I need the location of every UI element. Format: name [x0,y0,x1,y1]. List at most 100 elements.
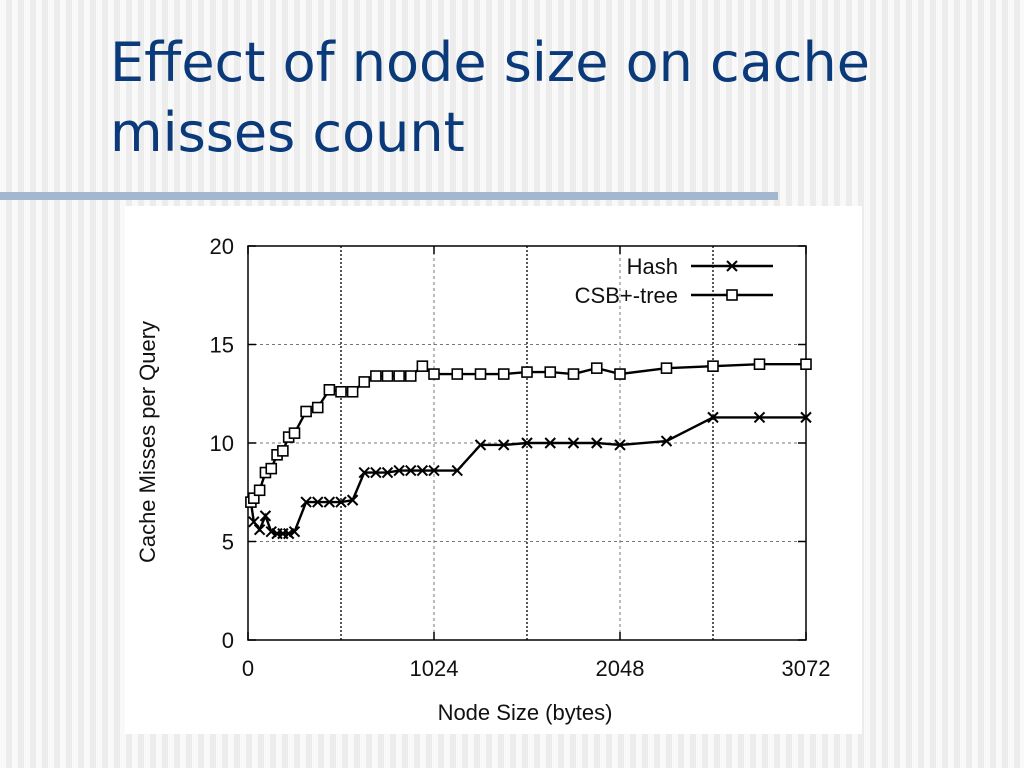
data-point-hash [300,496,312,508]
data-point-csb-tree [451,368,464,380]
data-point-csb-tree [660,362,673,374]
marker-stroke [300,496,312,508]
data-point-csb-tree [707,360,719,372]
data-point-csb-tree [265,462,278,475]
data-point-csb-tree [567,368,580,380]
marker-stroke [393,464,405,477]
data-point-hash [381,466,394,479]
data-point-hash [259,510,272,522]
data-point-csb-tree [311,401,324,414]
marker-stroke [259,510,272,522]
marker-stroke [358,466,370,479]
y-tick-label: 0 [222,628,234,653]
data-point-hash [614,439,626,451]
data-point-hash [312,496,324,508]
y-tick-label: 20 [210,234,234,259]
data-point-csb-tree [521,366,533,378]
x-tick-label: 0 [242,656,254,681]
marker-stroke [800,411,812,424]
marker-stroke [248,516,260,528]
data-point-hash [335,496,347,508]
marker-stroke [753,411,766,424]
x-axis-title: Node Size (bytes) [438,700,613,725]
marker-stroke [335,496,347,508]
marker-stroke [265,525,277,538]
data-point-csb-tree [753,358,766,370]
y-tick-label: 15 [210,333,234,358]
data-point-hash [498,439,510,451]
data-point-hash [428,464,440,477]
data-point-hash [660,435,673,447]
series-layer [245,358,812,540]
data-point-csb-tree [590,362,603,374]
y-tick-label: 10 [210,431,234,456]
data-point-csb-tree [800,358,812,370]
data-point-hash [370,466,382,479]
data-point-hash [346,494,359,506]
data-point-hash [567,437,580,449]
marker-stroke [405,464,417,477]
y-axis-title: Cache Misses per Query [135,321,160,563]
data-point-hash [405,464,417,477]
data-point-csb-tree [497,368,510,380]
data-point-hash [393,464,405,477]
marker-stroke [416,464,429,477]
line-chart: 0 5 10 15 20 0 1024 2048 3072 Hash CSB+-tree Node… [135,234,831,725]
marker-stroke [660,435,673,447]
data-point-hash [544,437,556,449]
data-point-csb-tree [358,376,371,388]
series-line-hash [249,416,806,535]
marker-stroke [253,523,266,536]
data-point-csb-tree [346,385,359,398]
marker-stroke [614,439,626,451]
data-point-csb-tree [474,368,487,380]
data-point-csb-tree [614,368,626,380]
data-point-csb-tree [416,360,429,372]
marker-stroke [381,466,394,479]
data-point-csb-tree [248,492,260,504]
slide-title: Effect of node size on cache misses coun… [110,28,1010,168]
slide-title-line-1: Effect of node size on cache [110,31,870,94]
data-point-csb-tree [288,427,301,439]
x-tick-label: 2048 [596,656,645,681]
marker-stroke [544,437,556,449]
marker-stroke [288,525,301,538]
data-point-hash [591,437,603,449]
data-point-hash [358,466,370,479]
legend-label-hash: Hash [627,254,678,279]
marker-stroke [591,437,603,449]
title-divider [0,192,778,200]
legend-marker-hash [726,260,738,272]
data-point-hash [416,464,429,477]
marker-stroke [707,411,719,424]
data-point-csb-tree [277,445,289,457]
data-point-hash [474,439,487,451]
marker-stroke [370,466,382,479]
marker-stroke [323,496,336,508]
marker-stroke [567,437,580,449]
legend-marker-csb-tree [726,289,738,301]
data-point-csb-tree [404,370,417,382]
data-point-hash [753,411,766,424]
legend: Hash CSB+-tree [575,254,773,308]
marker-stroke [346,494,359,506]
data-point-csb-tree [370,370,382,382]
marker-stroke [451,464,463,477]
data-point-csb-tree [544,366,557,378]
data-point-hash [288,525,301,538]
axis-layer: 0 5 10 15 20 0 1024 2048 3072 [210,234,831,681]
data-point-hash [800,411,812,424]
data-point-csb-tree [381,370,394,382]
x-tick-label: 3072 [782,656,831,681]
data-point-hash [323,496,336,508]
marker-stroke [428,464,440,477]
data-point-hash [248,516,260,528]
marker-stroke [474,439,487,451]
y-tick-label: 5 [222,530,234,555]
slide-title-line-2: misses count [110,101,465,164]
marker-stroke [521,437,533,449]
data-point-csb-tree [253,484,266,497]
x-tick-label: 1024 [410,656,459,681]
marker-stroke [726,260,738,272]
data-point-csb-tree [393,370,405,382]
